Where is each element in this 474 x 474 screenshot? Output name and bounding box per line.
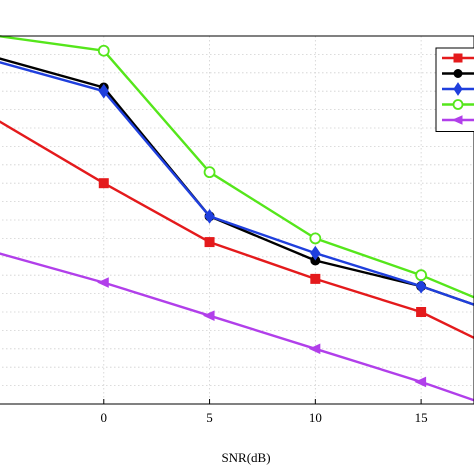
plot-frame (0, 35, 474, 405)
series-line (0, 61, 474, 306)
data-point (98, 83, 109, 99)
data-point (310, 245, 321, 261)
series-1 (0, 120, 474, 339)
data-point (415, 269, 428, 282)
x-tick-label: 10 (309, 410, 322, 425)
data-point (453, 53, 463, 63)
x-tick-label: 0 (101, 410, 108, 425)
data-point (309, 232, 322, 245)
legend-entry (442, 53, 474, 63)
data-point (451, 115, 463, 125)
series-4 (0, 35, 474, 299)
series-5 (0, 252, 474, 402)
data-point (98, 178, 109, 189)
x-ticks: 0 5 10 15 (101, 399, 428, 425)
data-point (452, 99, 464, 110)
x-tick-label: 5 (206, 410, 213, 425)
series-line (0, 120, 474, 339)
series-line (0, 252, 474, 402)
data-point (414, 376, 427, 388)
data-point (97, 277, 109, 288)
data-point (310, 273, 321, 284)
data-point (97, 44, 110, 57)
data-point (453, 69, 463, 78)
series-layer (0, 35, 474, 402)
data-point (202, 310, 215, 321)
data-point (204, 237, 215, 248)
data-point (416, 278, 427, 294)
x-tick-label: 15 (415, 410, 428, 425)
legend-entry (442, 115, 474, 125)
grid (0, 36, 474, 404)
legend-entry (442, 99, 474, 110)
data-point (308, 343, 321, 355)
legend-entry (442, 82, 474, 96)
series-3 (0, 61, 474, 306)
legend (435, 47, 474, 132)
x-axis-title: SNR(dB) (221, 450, 270, 465)
data-point (203, 166, 216, 179)
legend-entry (442, 69, 474, 78)
data-point (453, 82, 463, 96)
series-line (0, 35, 474, 299)
data-point (204, 208, 215, 224)
data-point (416, 307, 427, 317)
